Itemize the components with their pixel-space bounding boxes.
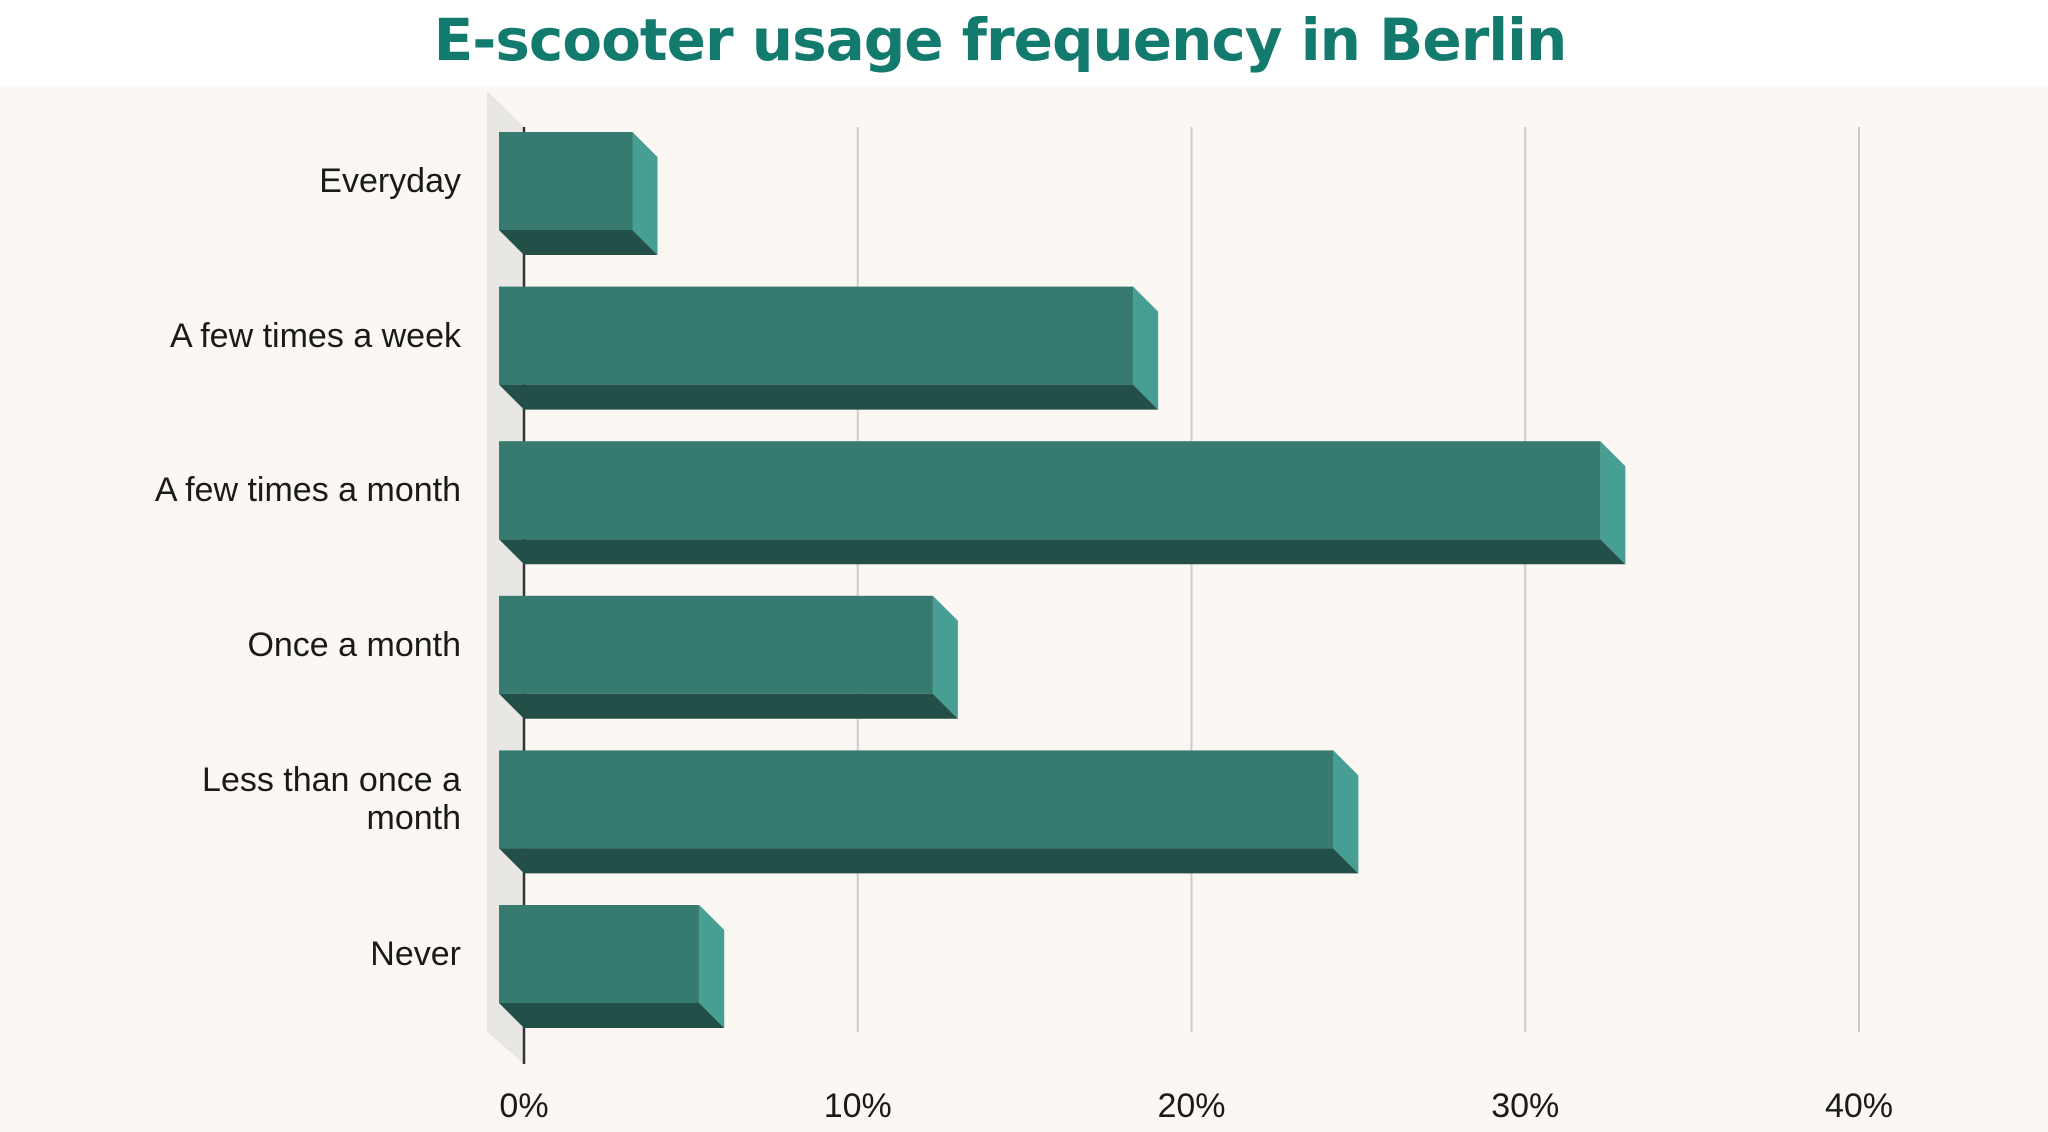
- bar: [499, 905, 700, 1003]
- y-tick-label: Less than once a month: [202, 761, 461, 838]
- bar-side: [1600, 441, 1626, 565]
- y-tick-label: Never: [370, 935, 461, 973]
- bar-side: [1333, 750, 1359, 874]
- bar: [499, 750, 1334, 849]
- y-tick-label: Once a month: [247, 625, 461, 664]
- y-tick-label: A few times a month: [154, 471, 461, 510]
- bar: [499, 595, 933, 694]
- y-tick-label: Everyday: [319, 162, 461, 200]
- bar-bottom: [499, 539, 1626, 565]
- bar: [499, 441, 1601, 540]
- bar-bottom: [499, 693, 958, 719]
- x-tick-label: 20%: [1157, 1087, 1225, 1125]
- x-tick-label: 40%: [1825, 1087, 1893, 1125]
- bar-bottom: [499, 848, 1359, 874]
- bar: [499, 132, 633, 230]
- bar-bottom: [499, 1003, 725, 1028]
- bar: [499, 286, 1134, 385]
- bar-bottom: [499, 230, 658, 255]
- bar-side: [632, 132, 658, 255]
- plot-background: [0, 86, 2048, 1132]
- bar-side: [932, 595, 958, 719]
- chart-title: E-scooter usage frequency in Berlin: [433, 6, 1568, 74]
- bar-side: [699, 905, 725, 1028]
- bar-side: [1133, 286, 1159, 410]
- x-tick-label: 10%: [824, 1087, 892, 1125]
- x-tick-label: 0%: [499, 1087, 548, 1125]
- bar-bottom: [499, 384, 1159, 410]
- x-tick-label: 30%: [1491, 1087, 1559, 1125]
- y-tick-label: A few times a week: [169, 316, 461, 355]
